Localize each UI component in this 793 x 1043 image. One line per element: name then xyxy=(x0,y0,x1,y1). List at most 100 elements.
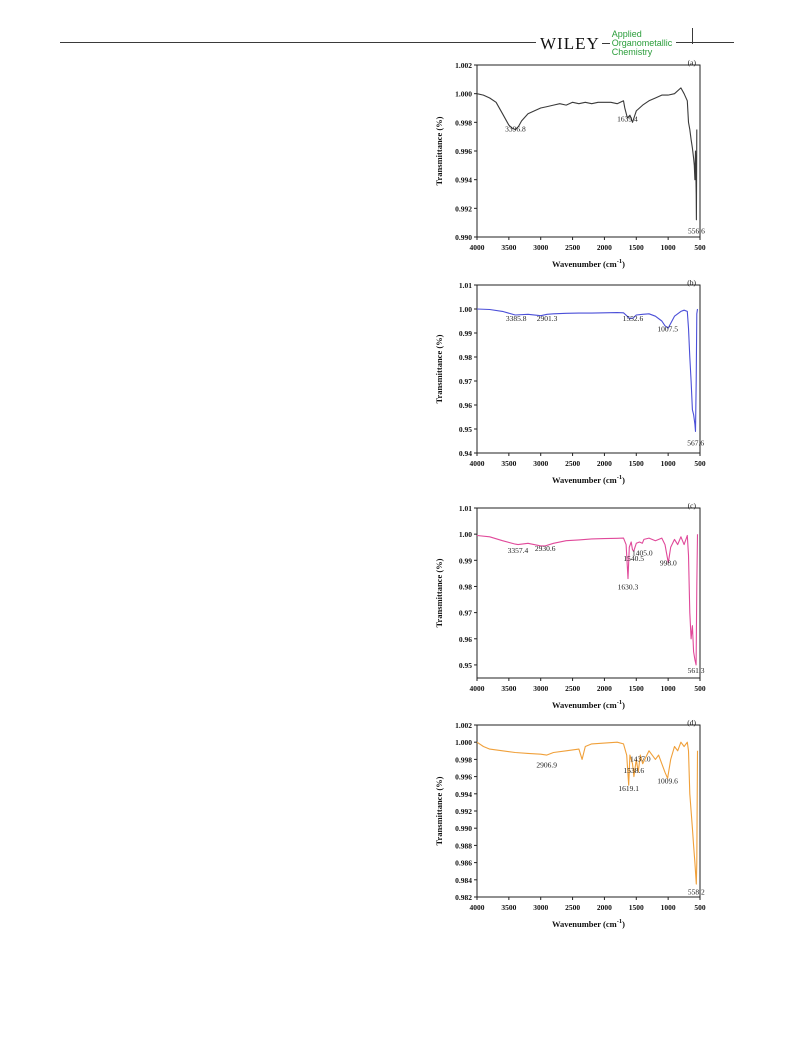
x-tick-label: 500 xyxy=(694,903,706,912)
peak-annotation: 2901.3 xyxy=(537,314,558,323)
journal-line-1: Applied xyxy=(611,29,642,39)
y-tick-label: 1.00 xyxy=(459,530,472,539)
x-axis-label-sup: -1 xyxy=(617,258,622,265)
y-tick-label: 0.998 xyxy=(455,118,472,127)
peak-annotation: 558.2 xyxy=(688,887,705,896)
y-tick-label: 0.97 xyxy=(459,609,472,618)
peak-annotation: 1405.0 xyxy=(632,549,653,558)
y-tick-label: 1.002 xyxy=(455,721,472,730)
x-tick-label: 2000 xyxy=(597,243,612,252)
header-tick xyxy=(692,28,693,44)
spectrum-line xyxy=(476,87,698,221)
y-tick-label: 0.96 xyxy=(459,401,472,410)
journal-line-3: Chemistry xyxy=(611,47,653,57)
peak-annotation: 561.3 xyxy=(688,666,705,675)
y-tick-label: 0.988 xyxy=(455,841,472,850)
x-tick-label: 2500 xyxy=(565,459,580,468)
y-tick-label: 1.00 xyxy=(459,305,472,314)
spectrum-line xyxy=(476,741,699,885)
y-tick-label: 1.01 xyxy=(459,504,472,513)
x-tick-label: 1500 xyxy=(629,459,644,468)
x-tick-label: 1000 xyxy=(661,243,676,252)
y-tick-label: 1.01 xyxy=(459,281,472,290)
y-tick-label: 0.994 xyxy=(455,790,472,799)
x-tick-label: 500 xyxy=(694,459,706,468)
y-tick-label: 0.990 xyxy=(455,233,472,242)
x-tick-label: 500 xyxy=(694,684,706,693)
y-tick-label: 0.986 xyxy=(455,859,472,868)
peak-annotation: 3396.8 xyxy=(505,125,526,134)
y-axis-label: Transmittance (%) xyxy=(434,558,444,627)
x-tick-label: 4000 xyxy=(470,243,485,252)
x-axis-label: Wavenumber (cm-1) xyxy=(552,258,625,269)
x-tick-label: 2500 xyxy=(565,684,580,693)
x-axis-label-text: Wavenumber (cm xyxy=(552,475,617,485)
header-rule xyxy=(60,42,734,43)
y-tick-label: 0.95 xyxy=(459,425,472,434)
x-axis-label-text: Wavenumber (cm xyxy=(552,919,617,929)
x-axis-label-close: ) xyxy=(622,475,625,485)
journal-line-2: Organometallic xyxy=(611,38,673,48)
x-axis-label-text: Wavenumber (cm xyxy=(552,700,617,710)
x-tick-label: 3500 xyxy=(501,459,516,468)
y-tick-label: 0.996 xyxy=(455,773,472,782)
plot-frame xyxy=(476,284,701,454)
x-axis-label-text: Wavenumber (cm xyxy=(552,259,617,269)
y-tick-label: 1.000 xyxy=(455,738,472,747)
plot-frame xyxy=(476,64,701,238)
journal-title: Applied Organometallic Chemistry xyxy=(612,30,673,57)
y-tick-label: 0.996 xyxy=(455,147,472,156)
y-tick-label: 0.96 xyxy=(459,635,472,644)
header-dash xyxy=(601,43,610,44)
y-tick-label: 0.94 xyxy=(459,449,472,458)
peak-annotation: 2906.9 xyxy=(536,761,557,770)
y-tick-label: 0.994 xyxy=(455,176,472,185)
ftir-chart-a: 0.990 0.992 0.994 0.996 0.998 1.000 1.002 4000 3… xyxy=(434,58,706,269)
x-tick-label: 3000 xyxy=(533,903,548,912)
spectrum-line xyxy=(476,534,699,666)
x-tick-label: 3000 xyxy=(533,459,548,468)
plot-frame xyxy=(476,507,701,679)
x-tick-label: 4000 xyxy=(470,903,485,912)
x-axis-label-close: ) xyxy=(622,919,625,929)
x-tick-label: 3500 xyxy=(501,903,516,912)
y-tick-label: 0.98 xyxy=(459,353,472,362)
peak-annotation: 998.0 xyxy=(660,559,677,568)
y-tick-label: 1.002 xyxy=(455,61,472,70)
peak-annotation: 3385.8 xyxy=(506,314,527,323)
peak-annotation: 1630.3 xyxy=(618,583,639,592)
y-axis-label: Transmittance (%) xyxy=(434,116,444,185)
y-tick-label: 0.97 xyxy=(459,377,472,386)
peak-annotation: 3357.4 xyxy=(508,546,529,555)
y-tick-label: 0.98 xyxy=(459,582,472,591)
panel-label: (b) xyxy=(687,278,696,287)
peak-annotation: 2930.6 xyxy=(535,544,556,553)
peak-annotation: 567.6 xyxy=(687,439,704,448)
x-axis-label: Wavenumber (cm-1) xyxy=(552,474,625,485)
y-axis-label: Transmittance (%) xyxy=(434,334,444,403)
x-tick-label: 1500 xyxy=(629,903,644,912)
x-axis-label-sup: -1 xyxy=(617,918,622,925)
x-axis-label-sup: -1 xyxy=(617,699,622,706)
x-tick-label: 1000 xyxy=(661,903,676,912)
peak-annotation: 1538.6 xyxy=(624,766,645,775)
panel-label: (a) xyxy=(688,58,697,67)
x-tick-label: 3000 xyxy=(533,243,548,252)
x-axis-label-sup: -1 xyxy=(617,474,622,481)
x-tick-label: 2000 xyxy=(597,903,612,912)
x-axis-label: Wavenumber (cm-1) xyxy=(552,918,625,929)
peak-annotation: 1552.6 xyxy=(623,314,644,323)
y-tick-label: 0.99 xyxy=(459,329,472,338)
x-axis-label-close: ) xyxy=(622,700,625,710)
x-tick-label: 1000 xyxy=(661,459,676,468)
x-tick-label: 2500 xyxy=(565,903,580,912)
x-tick-label: 500 xyxy=(694,243,706,252)
y-tick-label: 0.990 xyxy=(455,824,472,833)
peak-annotation: 1437.0 xyxy=(630,755,651,764)
x-axis-label-close: ) xyxy=(622,259,625,269)
x-tick-label: 2000 xyxy=(597,459,612,468)
x-tick-label: 4000 xyxy=(470,684,485,693)
x-tick-label: 4000 xyxy=(470,459,485,468)
y-tick-label: 0.984 xyxy=(455,876,472,885)
journal-header: WILEY Applied Organometallic Chemistry xyxy=(536,28,677,57)
